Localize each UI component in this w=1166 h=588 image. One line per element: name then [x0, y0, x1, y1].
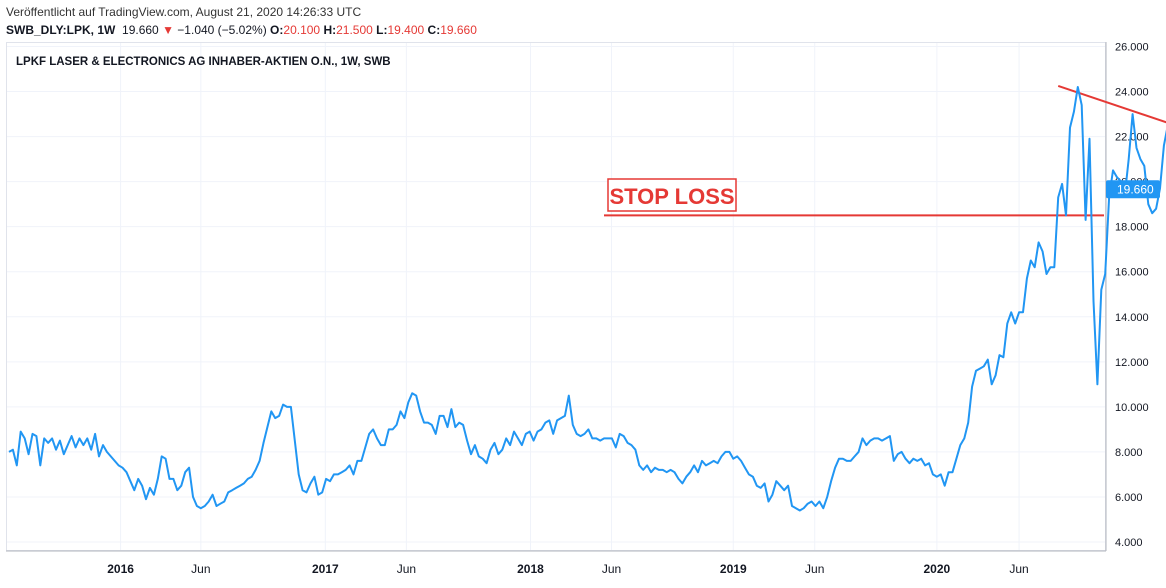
y-tick-label: 12.000 — [1115, 357, 1149, 369]
x-tick-label: 2016 — [107, 562, 134, 576]
chart-title: LPKF LASER & ELECTRONICS AG INHABER-AKTI… — [16, 56, 391, 68]
x-tick-label: Jun — [805, 562, 824, 576]
low-label: L: — [376, 23, 388, 37]
x-tick-label: 2020 — [924, 562, 951, 576]
last-price: 19.660 — [122, 23, 159, 37]
x-tick-label: 2019 — [720, 562, 747, 576]
high-value: 21.500 — [336, 23, 373, 37]
grid-lines — [6, 42, 1106, 551]
open-label: O: — [270, 23, 284, 37]
y-tick-label: 8.000 — [1115, 447, 1143, 459]
x-tick-label: 2017 — [312, 562, 339, 576]
last-price-tag-bg — [1106, 180, 1160, 199]
time-axis[interactable]: 2016 Jun 2017 Jun 2018 Jun 2019 Jun 2020 Jun — [107, 562, 1029, 576]
open-value: 20.100 — [283, 23, 321, 37]
y-tick-label: 26.000 — [1115, 42, 1149, 54]
close-label: C: — [427, 23, 441, 37]
y-tick-label: 24.000 — [1115, 87, 1149, 99]
x-tick-label: Jun — [397, 562, 416, 576]
stop-loss-box — [607, 178, 737, 212]
price-series-line — [8, 86, 1166, 512]
stop-loss-annotation[interactable]: STOP LOSS — [607, 178, 737, 212]
down-arrow-icon: ▼ — [162, 23, 174, 37]
last-price-tag: 19.660 — [1106, 180, 1160, 199]
low-value: 19.400 — [387, 23, 425, 37]
y-tick-label: 6.000 — [1115, 492, 1143, 504]
x-tick-label: Jun — [1009, 562, 1028, 576]
last-price-tag-text: 19.660 — [1117, 182, 1154, 196]
y-tick-label: 16.000 — [1115, 267, 1149, 279]
symbol-label: SWB_DLY:LPK, 1W — [6, 23, 116, 37]
x-tick-label: 2018 — [517, 562, 544, 576]
y-tick-label: 18.000 — [1115, 222, 1149, 234]
close-value: 19.660 — [440, 23, 477, 37]
change-value: −1.040 (−5.02%) — [177, 23, 267, 37]
y-tick-label: 4.000 — [1115, 537, 1143, 549]
ohlc-bar: SWB_DLY:LPK, 1W 19.660 ▼ −1.040 (−5.02%)… — [6, 23, 477, 37]
y-tick-label: 10.000 — [1115, 402, 1149, 414]
y-tick-label: 22.000 — [1115, 132, 1149, 144]
y-tick-label: 14.000 — [1115, 312, 1149, 324]
x-tick-label: Jun — [191, 562, 210, 576]
published-info: Veröffentlicht auf TradingView.com, Augu… — [6, 5, 362, 19]
x-tick-label: Jun — [602, 562, 621, 576]
high-label: H: — [323, 23, 337, 37]
resistance-trendline[interactable] — [1057, 84, 1166, 140]
stop-loss-label: STOP LOSS — [609, 184, 734, 209]
